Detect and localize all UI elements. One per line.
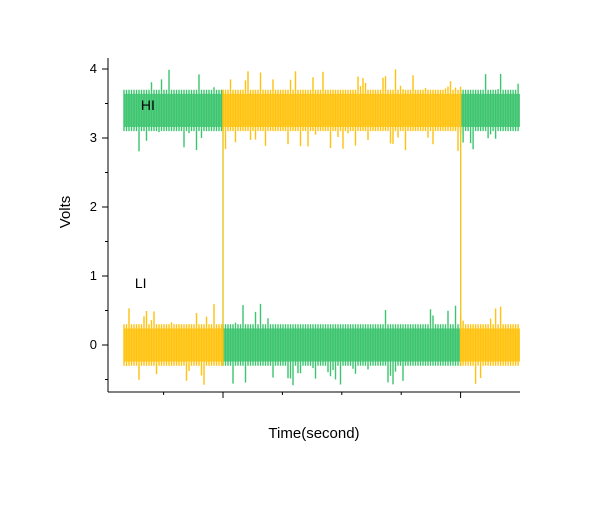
annotations: HI LI [135,97,155,291]
x-ticks [163,392,462,398]
signal-core-band [460,93,520,127]
y-tick-label: 1 [90,268,97,283]
signal-core-band [223,328,461,362]
series-trace [123,69,520,386]
annotation-label: HI [141,97,155,113]
series-trace [123,69,520,385]
annotation-label: LI [135,275,147,291]
x-axis-title: Time(second) [268,425,359,442]
signal-core-band [124,328,223,362]
y-ticks: 0 1 2 3 4 [90,61,108,380]
signal-core-band [124,93,223,127]
y-tick-label: 2 [90,199,97,214]
y-axis-title: Volts [57,196,74,229]
signal-core-band [223,93,461,127]
y-tick-label: 3 [90,130,97,145]
axes [107,58,520,393]
signal-core-band [460,328,520,362]
signal-traces [123,69,520,386]
y-tick-label: 4 [90,61,97,76]
y-tick-label: 0 [90,337,97,352]
